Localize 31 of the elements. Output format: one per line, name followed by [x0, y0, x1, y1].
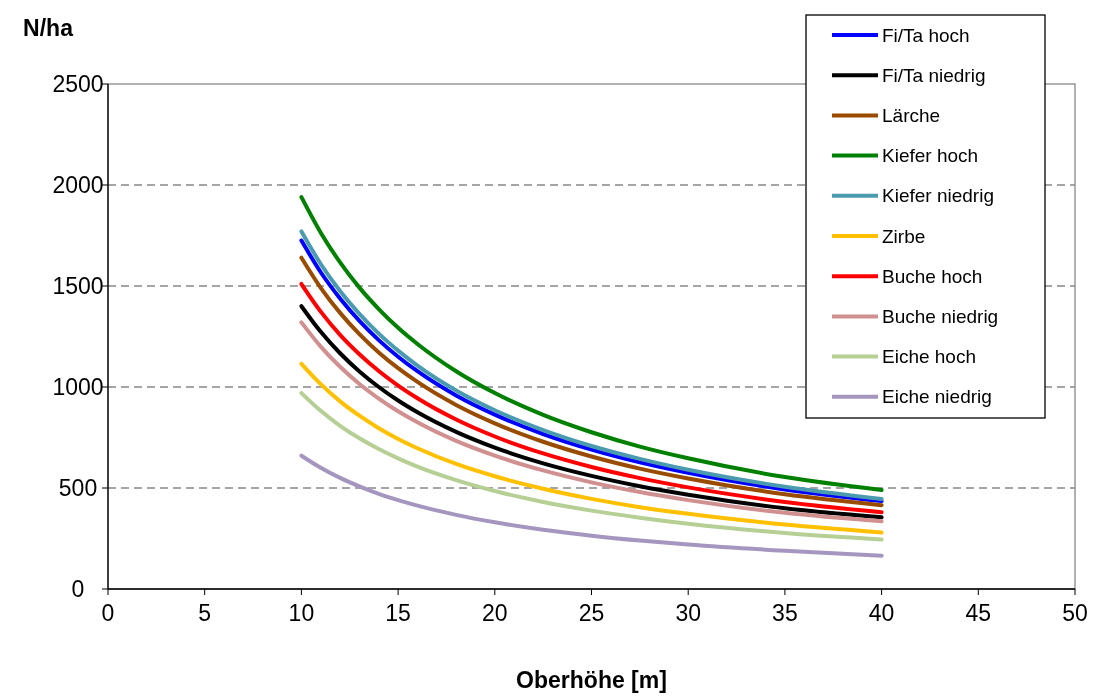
x-axis-title: Oberhöhe [m]: [516, 667, 667, 693]
legend-label: Buche niedrig: [882, 306, 999, 328]
y-tick-label: 2000: [52, 172, 104, 199]
y-tick-label: 1000: [52, 374, 104, 401]
legend-label: Lärche: [882, 105, 941, 127]
x-tick-label: 5: [198, 600, 212, 626]
x-tick-label: 35: [772, 600, 798, 626]
line-series: [299, 391, 884, 542]
legend-label: Eiche niedrig: [882, 386, 992, 408]
y-tick-label: 0: [71, 576, 85, 603]
y-axis-title: N/ha: [23, 15, 74, 41]
legend-label: Kiefer niedrig: [882, 185, 994, 207]
legend-label: Zirbe: [882, 225, 926, 247]
x-tick-label: 10: [288, 600, 315, 626]
y-tick-label: 2500: [52, 71, 104, 98]
legend-label: Fi/Ta hoch: [882, 24, 970, 46]
line-series: [299, 453, 884, 558]
legend-label: Kiefer hoch: [882, 145, 979, 167]
x-tick-label: 30: [675, 600, 701, 626]
x-tick-label: 50: [1062, 600, 1088, 626]
x-tick-label: 20: [482, 600, 508, 626]
y-tick-label: 1500: [52, 273, 104, 300]
legend-label: Eiche hoch: [882, 346, 977, 368]
legend-label: Buche hoch: [882, 265, 983, 287]
x-tick-label: 40: [868, 600, 895, 626]
x-tick-label: 45: [965, 600, 992, 626]
legend-label: Fi/Ta niedrig: [882, 64, 986, 86]
y-tick-label: 500: [58, 475, 98, 502]
line-series: [299, 361, 884, 535]
x-tick-label: 25: [578, 600, 605, 626]
x-tick-label: 15: [385, 600, 411, 626]
